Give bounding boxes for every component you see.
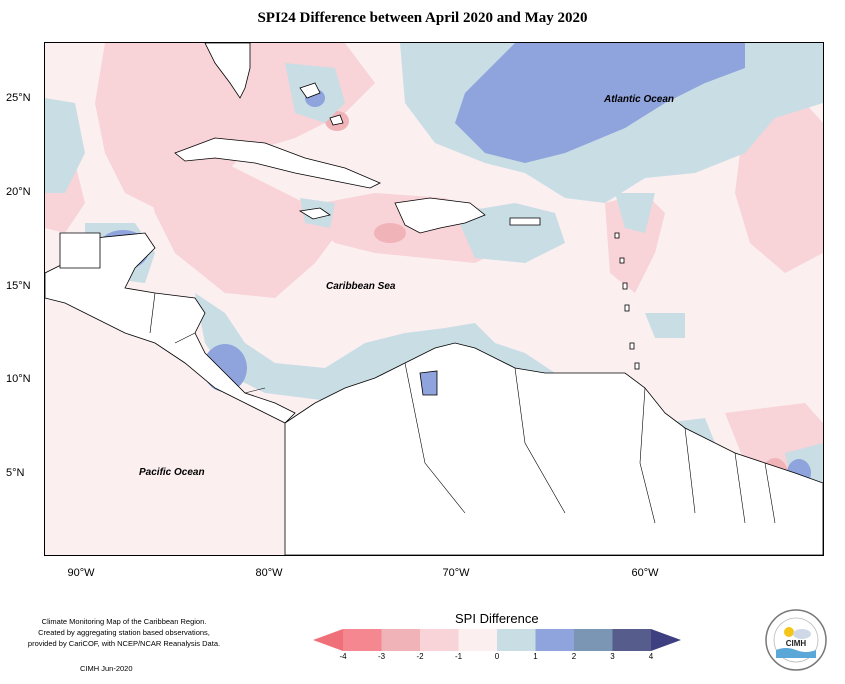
y-tick-20n: 20°N	[6, 186, 31, 198]
map-title: SPI24 Difference between April 2020 and …	[257, 10, 588, 26]
cuba-land	[174, 137, 381, 189]
country-borders	[149, 292, 776, 524]
x-tick-80w: 80°W	[255, 567, 283, 579]
legend-tick-label: 1	[533, 652, 538, 661]
legend-arrow-low	[313, 629, 343, 651]
legend-tick-label: 4	[648, 652, 654, 661]
legend-tick-label: 2	[571, 652, 577, 661]
y-tick-15n: 15°N	[6, 280, 31, 292]
pacific-ocean-label: Pacific Ocean	[139, 467, 205, 478]
logo-name: CIMH	[786, 639, 807, 648]
sun-icon	[784, 627, 794, 637]
credit-line: provided by CariCOF, with NCEP/NCAR Rean…	[27, 639, 221, 648]
legend-swatch	[343, 629, 382, 651]
cimh-logo: CIMH	[765, 609, 827, 671]
y-tick-10n: 10°N	[6, 373, 31, 385]
spi-difference-map	[45, 43, 823, 555]
caribbean-sea-label: Caribbean Sea	[326, 281, 396, 292]
legend-tick-label: -2	[416, 652, 424, 661]
cloud-icon	[793, 629, 811, 639]
y-tick-25n: 25°N	[6, 92, 31, 104]
puerto-rico-land	[509, 217, 541, 226]
legend-boxes	[343, 629, 651, 651]
legend-tick-label: -1	[454, 652, 463, 661]
legend-swatch	[381, 629, 420, 651]
central-america-land	[45, 232, 296, 424]
legend-swatch	[458, 629, 497, 651]
credit-line: Created by aggregating station based obs…	[38, 628, 210, 637]
credit-date: CIMH Jun-2020	[80, 664, 133, 673]
map-panel	[44, 42, 824, 556]
credit-text: Climate Monitoring Map of the Caribbean …	[10, 616, 238, 649]
legend-swatch	[420, 629, 459, 651]
florida-land	[204, 43, 251, 99]
land-layer	[45, 43, 823, 555]
x-tick-90w: 90°W	[67, 567, 95, 579]
legend-swatch	[612, 629, 651, 651]
legend-title: SPI Difference	[455, 611, 539, 626]
south-america-land	[284, 342, 823, 555]
legend-tick-label: -4	[339, 652, 347, 661]
hispaniola-land	[394, 197, 486, 234]
legend-swatch	[535, 629, 574, 651]
legend-tick-label: 0	[494, 652, 500, 661]
legend-colorbar	[313, 629, 681, 651]
legend-tick-label: 3	[610, 652, 615, 661]
y-tick-5n: 5°N	[6, 467, 25, 479]
x-tick-60w: 60°W	[631, 567, 659, 579]
atlantic-ocean-label: Atlantic Ocean	[604, 94, 675, 105]
legend-arrow-high	[651, 629, 681, 651]
legend-swatch	[574, 629, 613, 651]
x-tick-70w: 70°W	[442, 567, 470, 579]
legend-tick-label: -3	[377, 652, 386, 661]
credit-line: Climate Monitoring Map of the Caribbean …	[41, 617, 207, 626]
legend-swatch	[497, 629, 536, 651]
wave-icon	[776, 648, 816, 658]
mexico-boundary	[59, 232, 101, 269]
jamaica-land	[298, 207, 331, 220]
